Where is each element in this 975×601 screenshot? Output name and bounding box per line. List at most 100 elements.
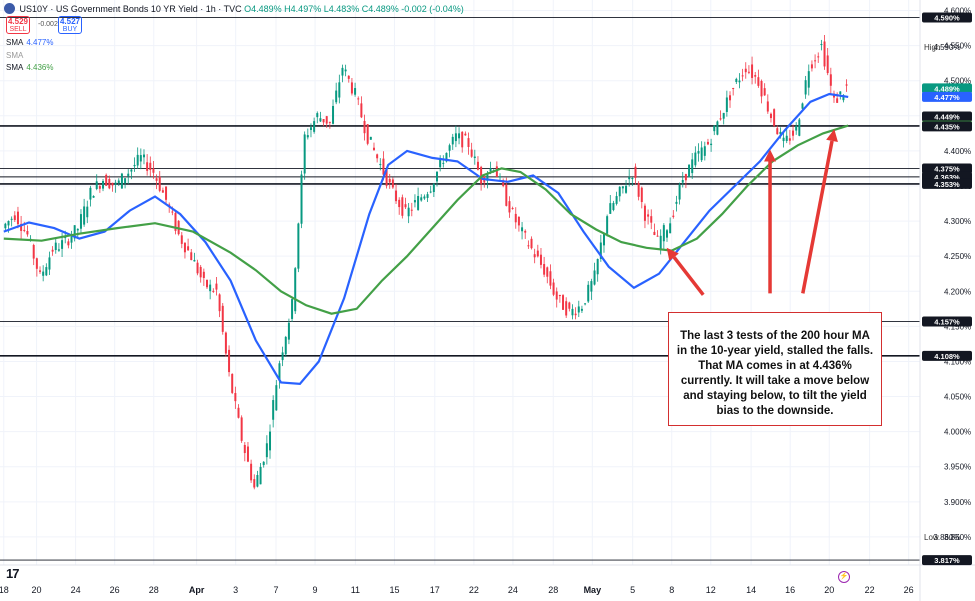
candle-body xyxy=(643,205,646,221)
candle xyxy=(766,94,769,114)
candle-body xyxy=(817,56,820,58)
candle-body xyxy=(407,207,410,217)
candle-body xyxy=(152,168,155,173)
candle-body xyxy=(599,242,602,259)
candle xyxy=(810,60,813,72)
candle-body xyxy=(297,223,300,269)
candle xyxy=(35,257,38,277)
sma-legend-3[interactable]: SMA 4.436% xyxy=(6,63,53,72)
candle xyxy=(788,129,791,145)
candle-body xyxy=(360,103,363,118)
candle xyxy=(442,155,445,168)
candle-body xyxy=(420,197,423,201)
candle xyxy=(684,173,687,189)
candle xyxy=(413,194,416,208)
candle-body xyxy=(4,223,7,229)
candle-body xyxy=(584,303,587,305)
candle-body xyxy=(647,214,650,217)
candle xyxy=(284,335,287,357)
candle xyxy=(13,211,16,222)
y-tick-label: 4.250% xyxy=(944,252,971,261)
price-badge: 4.353% xyxy=(922,178,972,189)
candle-body xyxy=(448,145,451,151)
candle xyxy=(590,278,593,300)
candle-body xyxy=(423,196,426,199)
candle xyxy=(659,229,662,255)
tradingview-logo[interactable]: 17 xyxy=(6,566,20,581)
candle xyxy=(281,346,284,367)
price-badge: 3.817% xyxy=(922,555,972,566)
candle xyxy=(401,194,404,219)
candle xyxy=(719,110,722,121)
candle xyxy=(820,39,823,51)
lightning-icon[interactable]: ⚡ xyxy=(838,571,850,583)
candle xyxy=(369,136,372,140)
candle xyxy=(691,153,694,179)
candle xyxy=(543,256,546,278)
candle xyxy=(451,133,454,150)
candle-body xyxy=(309,127,312,130)
candle xyxy=(32,243,35,266)
price-badge-label: 4.363% xyxy=(934,173,960,182)
buy-button[interactable]: 4.527 BUY xyxy=(58,16,82,34)
candle xyxy=(335,82,338,105)
candle-body xyxy=(792,130,795,136)
candle-body xyxy=(124,178,127,184)
candle xyxy=(669,217,672,234)
annotation-box: The last 3 tests of the 200 hour MA in t… xyxy=(668,312,882,426)
candle xyxy=(760,79,763,104)
candle-body xyxy=(521,227,524,232)
candle xyxy=(155,174,158,190)
candle-body xyxy=(593,270,596,285)
candle xyxy=(404,197,407,210)
sma-legend-1[interactable]: SMA 4.477% xyxy=(6,38,53,47)
candle-body xyxy=(480,166,483,184)
candle xyxy=(202,268,205,286)
candle xyxy=(792,124,795,141)
x-tick-label: 14 xyxy=(746,585,756,595)
symbol[interactable]: US10Y xyxy=(19,4,48,14)
candle-body xyxy=(221,305,224,332)
candle-body xyxy=(240,417,243,441)
candle-body xyxy=(120,173,123,189)
candle xyxy=(341,64,344,83)
low-label: Low xyxy=(924,533,939,542)
sma-label: SMA xyxy=(6,51,24,60)
candle xyxy=(637,181,640,201)
sma-legend-2[interactable]: SMA xyxy=(6,51,26,60)
candle-body xyxy=(199,266,202,278)
sell-button[interactable]: 4.529 SELL xyxy=(6,16,30,34)
candle xyxy=(539,247,542,269)
candle xyxy=(823,35,826,70)
high-label: High xyxy=(924,43,941,52)
candle-body xyxy=(615,196,618,204)
candle xyxy=(420,194,423,202)
candle xyxy=(130,168,133,180)
candle xyxy=(436,171,438,187)
candle-body xyxy=(262,461,265,466)
sma-label: SMA xyxy=(6,63,24,72)
candle-body xyxy=(23,229,26,231)
candle-body xyxy=(798,119,801,136)
candle xyxy=(653,223,656,236)
candle xyxy=(602,232,605,253)
price-badge-label: 4.375% xyxy=(934,164,960,173)
price-badge-label: 4.477% xyxy=(934,93,960,102)
candle xyxy=(262,461,265,468)
candle xyxy=(79,209,82,233)
x-tick-label: 28 xyxy=(149,585,159,595)
candle xyxy=(568,301,571,312)
candle xyxy=(634,163,637,185)
candle-body xyxy=(458,133,461,139)
candle-body xyxy=(706,141,709,145)
candle-body xyxy=(454,133,457,142)
candle xyxy=(297,222,300,273)
candle-body xyxy=(656,235,659,237)
candle-body xyxy=(543,264,546,275)
candle xyxy=(706,138,709,146)
candle xyxy=(508,196,511,218)
candle xyxy=(127,169,130,184)
x-tick-label: 5 xyxy=(630,585,635,595)
candle xyxy=(92,195,95,198)
